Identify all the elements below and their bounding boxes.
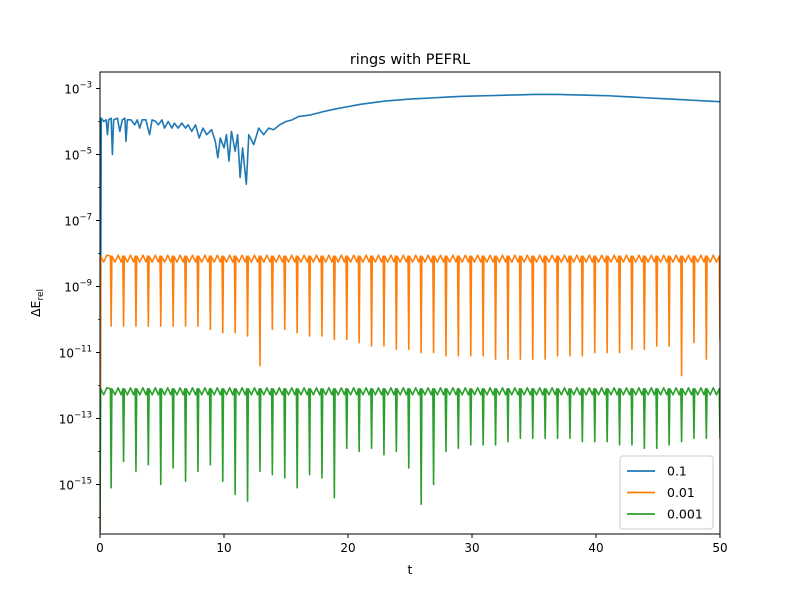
x-tick-label: 10 (216, 541, 231, 555)
legend-box (619, 455, 714, 530)
x-axis-label: t (408, 562, 413, 577)
legend: 0.1 0.01 0.001 (619, 455, 714, 530)
legend-label: 0.001 (667, 507, 703, 522)
y-axis-label-subscript: rel (36, 289, 46, 301)
y-axis-label: ΔErel (28, 289, 46, 317)
y-tick-label: 10−9 (64, 279, 92, 295)
x-tick-label: 40 (588, 541, 603, 555)
series-line-0.001 (100, 387, 720, 533)
y-tick-label: 10−15 (59, 477, 92, 493)
y-tick-label: 10−7 (64, 213, 92, 229)
series-line-0.1 (100, 93, 720, 531)
y-tick-label: 10−11 (59, 345, 92, 361)
x-axis: 0 10 20 30 40 50 (96, 534, 728, 555)
y-tick-label: 10−3 (64, 81, 92, 97)
series-line-0.01 (100, 254, 720, 533)
y-axis: 10−15 10−13 10−11 10−9 10−7 10−5 10−3 (59, 81, 100, 518)
legend-label: 0.01 (667, 485, 695, 500)
y-axis-label-main: ΔE (28, 300, 43, 317)
y-tick-label: 10−13 (59, 411, 92, 427)
x-tick-label: 30 (464, 541, 479, 555)
legend-label: 0.1 (667, 464, 687, 479)
x-tick-label: 20 (340, 541, 355, 555)
chart-title: rings with PEFRL (350, 52, 470, 68)
plot-area (100, 93, 720, 533)
x-tick-label: 50 (712, 541, 727, 555)
x-tick-label: 0 (96, 541, 104, 555)
axes-frame (99, 71, 721, 535)
y-tick-label: 10−5 (64, 147, 92, 163)
